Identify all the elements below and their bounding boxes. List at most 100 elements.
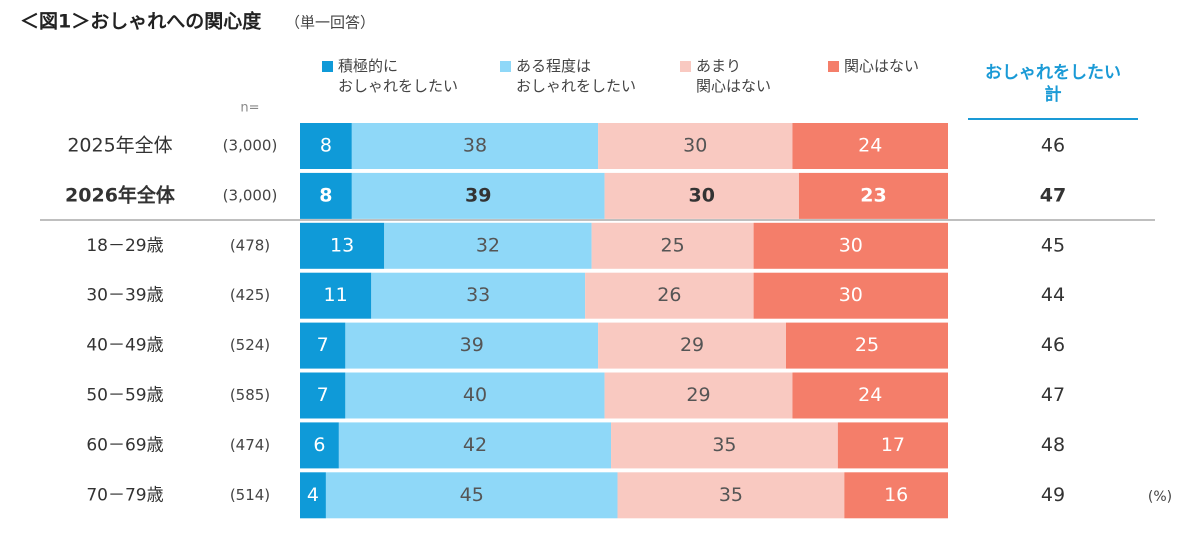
total-value: 47: [1041, 384, 1065, 406]
bar-segment: [598, 123, 793, 169]
bar-segment: [371, 272, 586, 319]
value-label: 24: [858, 384, 882, 406]
total-value: 45: [1041, 234, 1065, 256]
bar-segment: [617, 472, 845, 519]
n-label: (524): [230, 336, 270, 354]
category-label: 50－59歳: [86, 386, 163, 406]
value-label: 8: [319, 184, 332, 206]
n-label: (585): [230, 386, 270, 404]
category-label: 2025年全体: [67, 135, 172, 157]
value-label: 17: [881, 434, 905, 456]
chart-subtitle: （単一回答）: [285, 14, 375, 32]
bar-segment: [798, 172, 948, 219]
total-value: 47: [1040, 184, 1066, 206]
legend-swatch: [828, 61, 839, 72]
value-label: 29: [686, 384, 710, 406]
unit: (%): [1148, 489, 1172, 505]
value-label: 42: [463, 434, 487, 456]
bar-segment: [345, 372, 605, 419]
legend-item: 関心はない: [828, 56, 919, 76]
n-label: (425): [230, 286, 270, 304]
value-label: 7: [317, 384, 329, 406]
bar-segment: [792, 123, 948, 169]
value-label: 39: [465, 184, 491, 206]
bar-segment: [753, 222, 948, 269]
bar-segment: [300, 172, 352, 219]
value-label: 30: [689, 184, 715, 206]
bar-segment: [384, 222, 592, 269]
total-value: 46: [1041, 135, 1065, 157]
category-label: 18－29歳: [86, 236, 163, 256]
n-header: n=: [240, 101, 259, 116]
legend-label: ある程度は おしゃれをしたい: [516, 57, 637, 95]
bar-segment: [604, 372, 793, 419]
value-label: 4: [307, 484, 319, 506]
category-label: 60－69歳: [86, 435, 163, 455]
value-label: 45: [460, 484, 484, 506]
bar-segment: [345, 322, 599, 369]
value-label: 8: [320, 135, 332, 157]
value-label: 26: [657, 284, 681, 306]
bar-segment: [604, 172, 799, 219]
bar-segment: [351, 123, 599, 169]
bar-segment: [300, 372, 346, 419]
bar-segment: [338, 422, 612, 469]
legend-label: 関心はない: [844, 57, 920, 75]
bar-segment: [325, 472, 618, 519]
legend-item: 積極的に おしゃれをしたい: [322, 56, 458, 96]
bar-segment: [753, 272, 948, 319]
bar-segment: [611, 422, 838, 469]
value-label: 38: [463, 135, 487, 157]
category-label: 40－49歳: [86, 336, 163, 356]
total-value: 49: [1041, 484, 1065, 506]
value-label: 30: [839, 234, 863, 256]
value-label: 11: [324, 284, 348, 306]
bar-segment: [786, 322, 948, 369]
bar-segment: [300, 422, 339, 469]
legend-item: ある程度は おしゃれをしたい: [500, 56, 636, 96]
bar-segment: [300, 472, 326, 519]
total-value: 48: [1041, 434, 1065, 456]
value-label: 40: [463, 384, 487, 406]
value-label: 13: [330, 234, 354, 256]
value-label: 35: [719, 484, 743, 506]
value-label: 30: [683, 135, 707, 157]
value-label: 35: [712, 434, 736, 456]
legend-label: 積極的に おしゃれをしたい: [338, 57, 459, 95]
legend-swatch: [322, 61, 333, 72]
chart-title: ＜図1＞おしゃれへの関心度: [20, 10, 262, 33]
legend-swatch: [500, 61, 511, 72]
bar-segment: [598, 322, 786, 369]
bar-segment: [591, 222, 754, 269]
bar-segment: [300, 222, 385, 269]
category-label: 30－39歳: [86, 286, 163, 306]
value-label: 6: [313, 434, 325, 456]
value-label: 30: [839, 284, 863, 306]
value-label: 39: [460, 334, 484, 356]
n-label: (3,000): [223, 186, 278, 204]
bar-segment: [300, 123, 352, 169]
value-label: 7: [317, 334, 329, 356]
value-label: 23: [860, 184, 886, 206]
category-label: 2026年全体: [65, 183, 176, 206]
legend-item: あまり 関心はない: [680, 56, 771, 96]
legend-label: あまり 関心はない: [696, 57, 772, 95]
value-label: 25: [661, 234, 685, 256]
value-label: 25: [855, 334, 879, 356]
bar-segment: [792, 372, 948, 419]
bar-segment: [300, 322, 346, 369]
bar-segment: [837, 422, 948, 469]
value-label: 29: [680, 334, 704, 356]
n-label: (3,000): [223, 137, 278, 155]
bar-segment: [300, 272, 372, 319]
bar-segment: [351, 172, 605, 219]
legend-swatch: [680, 61, 691, 72]
value-label: 24: [858, 135, 882, 157]
value-label: 33: [466, 284, 490, 306]
n-label: (478): [230, 236, 270, 254]
n-label: (514): [230, 486, 270, 504]
total-value: 46: [1041, 334, 1065, 356]
bar-segment: [585, 272, 754, 319]
